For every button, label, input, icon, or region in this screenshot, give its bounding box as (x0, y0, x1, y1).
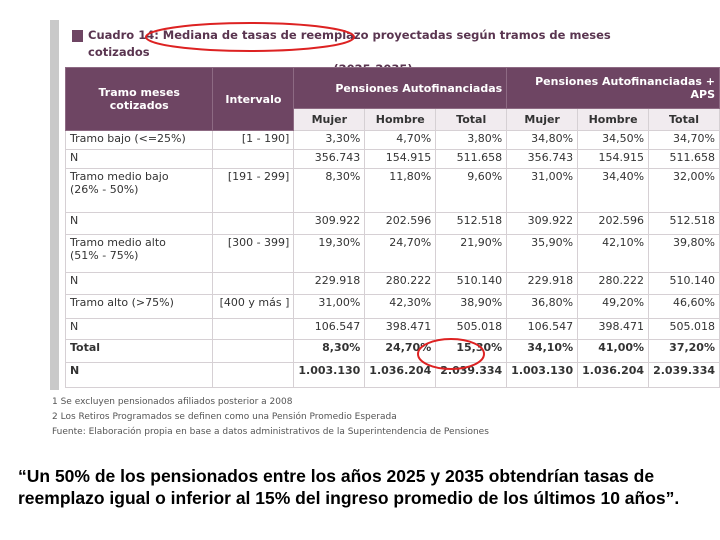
note-line: 2 Los Retiros Programados se definen com… (52, 412, 397, 422)
table-cell: 36,80% (506, 294, 579, 319)
table-cell (212, 362, 295, 388)
table-row: Tramo bajo (<=25%) [1 - 190] 3,30% 4,70% 3,8… (64, 130, 720, 150)
table-cell (212, 339, 295, 363)
table-cell: Tramo medio bajo (26% - 50%) (64, 168, 214, 213)
table-cell: 34,70% (648, 130, 720, 150)
note-line: 1 Se excluyen pensionados afiliados post… (52, 397, 293, 407)
table-cell: 3,30% (293, 130, 366, 150)
table-cell: Total (64, 339, 214, 363)
table-cell: 21,90% (435, 234, 508, 273)
table-cell: 309.922 (506, 212, 579, 235)
table-cell: 106.547 (506, 318, 579, 340)
table-cell: 505.018 (648, 318, 720, 340)
table-row: N 106.547 398.471 505.018 106.547 398.471 505.… (64, 318, 720, 340)
data-table: Tramo meses cotizados Intervalo Pensione… (64, 67, 720, 388)
table-cell: 4,70% (364, 130, 437, 150)
frame-bar (50, 20, 59, 390)
table-cell: 309.922 (293, 212, 366, 235)
title-icon (72, 30, 83, 42)
table-cell: 1.003.130 (293, 362, 366, 388)
table-cell: 2.039.334 (648, 362, 720, 388)
note-line: Fuente: Elaboración propia en base a dat… (52, 427, 489, 437)
subheader-cell: Total (648, 108, 720, 131)
table-cell: 46,60% (648, 294, 720, 319)
subheader-cell: Mujer (293, 108, 366, 131)
table-cell: 19,30% (293, 234, 366, 273)
table-cell: 229.918 (506, 272, 579, 295)
table-cell: 398.471 (364, 318, 437, 340)
table-cell: 31,00% (506, 168, 579, 213)
table-cell: 8,30% (293, 339, 366, 363)
table-row: Tramo medio bajo (26% - 50%) [191 - 299] 8… (64, 168, 720, 213)
title-line: Cuadro 14: Mediana de tasas de reemplazo… (88, 28, 611, 59)
table-cell: 511.658 (648, 149, 720, 169)
header-cell: Intervalo (212, 67, 295, 131)
table-cell: 154.915 (364, 149, 437, 169)
table-cell: 510.140 (435, 272, 508, 295)
table-cell: [191 - 299] (212, 168, 295, 213)
table-cell: [300 - 399] (212, 234, 295, 273)
table-row: Tramo alto (>75%) [400 y más ] 31,00% 42,30… (64, 294, 720, 319)
notes: 1 Se excluyen pensionados afiliados post… (52, 395, 489, 440)
subheader-cell: Hombre (364, 108, 437, 131)
table-cell: 1.003.130 (506, 362, 579, 388)
table-cell: 9,60% (435, 168, 508, 213)
table-cell: 229.918 (293, 272, 366, 295)
table-cell: 32,00% (648, 168, 720, 213)
subheader-cell: Hombre (577, 108, 650, 131)
table-cell: Tramo alto (>75%) (64, 294, 214, 319)
highlight-circle (145, 22, 355, 52)
table-cell: 42,10% (577, 234, 650, 273)
header-cell: Tramo meses cotizados (64, 67, 214, 131)
table-cell: 1.036.204 (364, 362, 437, 388)
quote: “Un 50% de los pensionados entre los año… (18, 466, 680, 508)
table-cell: 31,00% (293, 294, 366, 319)
table-cell: [400 y más ] (212, 294, 295, 319)
highlight-circle (417, 338, 485, 370)
table-cell: Tramo medio alto (51% - 75%) (64, 234, 214, 273)
table-row: N 309.922 202.596 512.518 309.922 202.596 512.… (64, 212, 720, 235)
table-cell: 356.743 (506, 149, 579, 169)
table-cell: 512.518 (435, 212, 508, 235)
table-row: Total 8,30% 24,70% 15,30% 34,10% 41,00% 37,20% (64, 339, 720, 363)
table-cell: 8,30% (293, 168, 366, 213)
table-cell: 202.596 (577, 212, 650, 235)
table-row: Tramo medio alto (51% - 75%) [300 - 399] 1… (64, 234, 720, 273)
table-cell: 398.471 (577, 318, 650, 340)
table-cell: 34,40% (577, 168, 650, 213)
table-row: N 1.003.130 1.036.204 2.039.334 1.003.130 1.0… (64, 362, 720, 388)
table-cell: 154.915 (577, 149, 650, 169)
table-cell: N (64, 362, 214, 388)
header-cell: Pensiones Autofinanciadas + APS (506, 67, 720, 109)
table-cell: 505.018 (435, 318, 508, 340)
header-cell: Pensiones Autofinanciadas (293, 67, 508, 109)
subheader-cell: Mujer (506, 108, 579, 131)
